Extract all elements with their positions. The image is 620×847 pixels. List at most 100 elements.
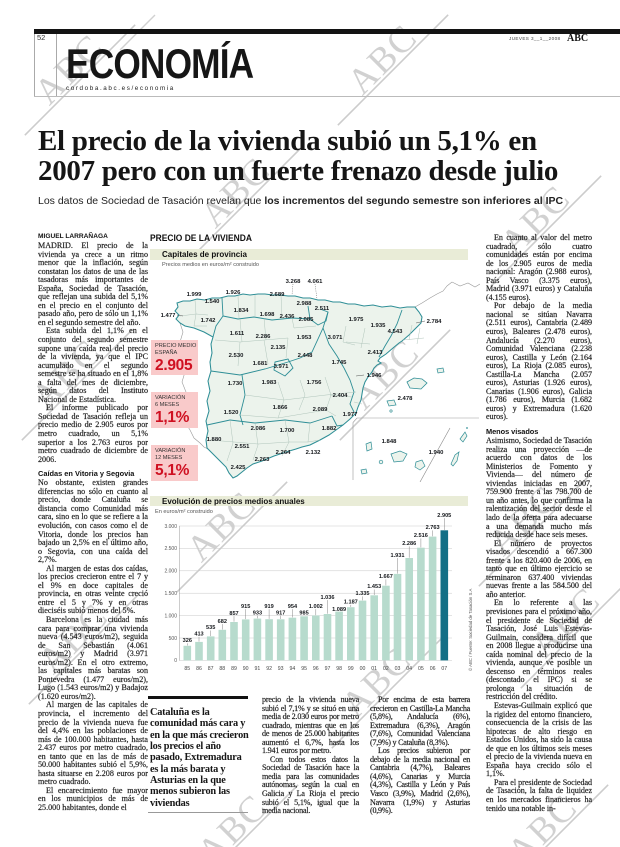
svg-text:1.975: 1.975 (349, 317, 364, 323)
svg-text:2.089: 2.089 (313, 407, 328, 413)
svg-text:92: 92 (266, 666, 272, 672)
svg-text:1.931: 1.931 (391, 553, 405, 559)
svg-text:2.689: 2.689 (270, 292, 285, 298)
svg-text:2.530: 2.530 (229, 353, 244, 359)
svg-text:1.520: 1.520 (224, 410, 239, 416)
svg-text:04: 04 (406, 666, 412, 672)
svg-text:1.000: 1.000 (164, 613, 177, 619)
svg-text:2.263: 2.263 (255, 457, 270, 463)
svg-text:95: 95 (301, 666, 307, 672)
svg-text:1.698: 1.698 (260, 312, 275, 318)
svg-text:1.756: 1.756 (307, 380, 322, 386)
svg-text:2.086: 2.086 (251, 426, 266, 432)
svg-text:1.940: 1.940 (429, 450, 444, 456)
svg-text:1.002: 1.002 (309, 604, 323, 610)
svg-text:2.000: 2.000 (164, 569, 177, 575)
svg-text:954: 954 (288, 604, 298, 610)
svg-text:2.436: 2.436 (280, 314, 295, 320)
svg-text:96: 96 (313, 666, 319, 672)
svg-text:2.448: 2.448 (298, 353, 313, 359)
svg-text:90: 90 (243, 666, 249, 672)
svg-text:1.477: 1.477 (161, 313, 176, 319)
svg-text:1.953: 1.953 (297, 335, 312, 341)
svg-text:2.135: 2.135 (271, 345, 286, 351)
svg-text:2.264: 2.264 (276, 450, 291, 456)
svg-text:05: 05 (418, 666, 424, 672)
svg-text:2.413: 2.413 (368, 350, 383, 356)
svg-text:1.866: 1.866 (273, 405, 288, 411)
svg-text:1.882: 1.882 (322, 426, 337, 432)
svg-text:413: 413 (194, 632, 203, 638)
svg-text:87: 87 (208, 666, 214, 672)
svg-text:326: 326 (183, 638, 192, 644)
svg-text:00: 00 (360, 666, 366, 672)
svg-text:03: 03 (395, 666, 401, 672)
svg-text:1.700: 1.700 (280, 428, 295, 434)
svg-text:98: 98 (336, 666, 342, 672)
svg-text:86: 86 (196, 666, 202, 672)
svg-text:1.935: 1.935 (371, 323, 386, 329)
svg-text:1.453: 1.453 (367, 584, 381, 590)
svg-text:93: 93 (278, 666, 284, 672)
svg-text:2.132: 2.132 (306, 450, 321, 456)
svg-text:© ABC / Fuente: Sociedad de Ta: © ABC / Fuente: Sociedad de Tasación S.A (468, 588, 473, 671)
svg-text:1.999: 1.999 (187, 292, 202, 298)
svg-text:3.971: 3.971 (274, 364, 289, 370)
svg-text:2.404: 2.404 (333, 393, 348, 399)
svg-text:915: 915 (241, 604, 250, 610)
svg-text:2.286: 2.286 (402, 541, 416, 547)
svg-text:917: 917 (276, 610, 285, 616)
svg-text:2.425: 2.425 (231, 465, 246, 471)
svg-text:4.061: 4.061 (308, 279, 323, 285)
svg-text:919: 919 (264, 604, 273, 610)
svg-text:02: 02 (383, 666, 389, 672)
svg-text:1.983: 1.983 (262, 380, 277, 386)
svg-text:1.681: 1.681 (253, 361, 268, 367)
svg-text:1.335: 1.335 (356, 591, 370, 597)
svg-text:3.071: 3.071 (328, 335, 343, 341)
svg-text:2.988: 2.988 (297, 301, 312, 307)
svg-text:682: 682 (218, 619, 227, 625)
svg-text:3.000: 3.000 (164, 524, 177, 530)
svg-text:0: 0 (174, 658, 177, 664)
svg-text:2.516: 2.516 (414, 533, 428, 539)
svg-text:1.500: 1.500 (164, 591, 177, 597)
svg-text:4.543: 4.543 (388, 329, 403, 335)
svg-text:99: 99 (348, 666, 354, 672)
svg-text:1.667: 1.667 (379, 574, 393, 580)
svg-text:2.763: 2.763 (426, 525, 440, 531)
svg-text:85: 85 (184, 666, 190, 672)
svg-text:06: 06 (430, 666, 436, 672)
svg-text:91: 91 (255, 666, 261, 672)
svg-text:1.848: 1.848 (382, 439, 397, 445)
svg-text:857: 857 (229, 611, 238, 617)
svg-text:2.500: 2.500 (164, 546, 177, 552)
svg-text:1.742: 1.742 (201, 318, 216, 324)
svg-text:1.977: 1.977 (343, 412, 358, 418)
svg-text:2.905: 2.905 (437, 513, 451, 519)
svg-text:1.926: 1.926 (226, 290, 241, 296)
svg-text:933: 933 (253, 610, 262, 616)
svg-text:94: 94 (290, 666, 296, 672)
svg-text:535: 535 (206, 625, 215, 631)
svg-text:985: 985 (299, 610, 308, 616)
svg-text:2.286: 2.286 (256, 334, 271, 340)
svg-text:1.611: 1.611 (230, 331, 245, 337)
svg-text:01: 01 (371, 666, 377, 672)
svg-text:3.268: 3.268 (286, 279, 301, 285)
svg-text:500: 500 (169, 636, 178, 642)
svg-text:1.089: 1.089 (332, 607, 346, 613)
svg-text:89: 89 (231, 666, 237, 672)
svg-text:97: 97 (325, 666, 331, 672)
svg-text:88: 88 (219, 666, 225, 672)
svg-text:1.036: 1.036 (321, 595, 335, 601)
svg-text:2.478: 2.478 (398, 396, 413, 402)
svg-text:1.834: 1.834 (234, 308, 249, 314)
svg-text:2.511: 2.511 (315, 306, 330, 312)
svg-text:2.085: 2.085 (299, 317, 314, 323)
svg-text:2.784: 2.784 (427, 319, 442, 325)
svg-text:1.540: 1.540 (205, 299, 220, 305)
svg-text:07: 07 (441, 666, 447, 672)
svg-text:1.946: 1.946 (367, 373, 382, 379)
svg-text:1.745: 1.745 (332, 360, 347, 366)
